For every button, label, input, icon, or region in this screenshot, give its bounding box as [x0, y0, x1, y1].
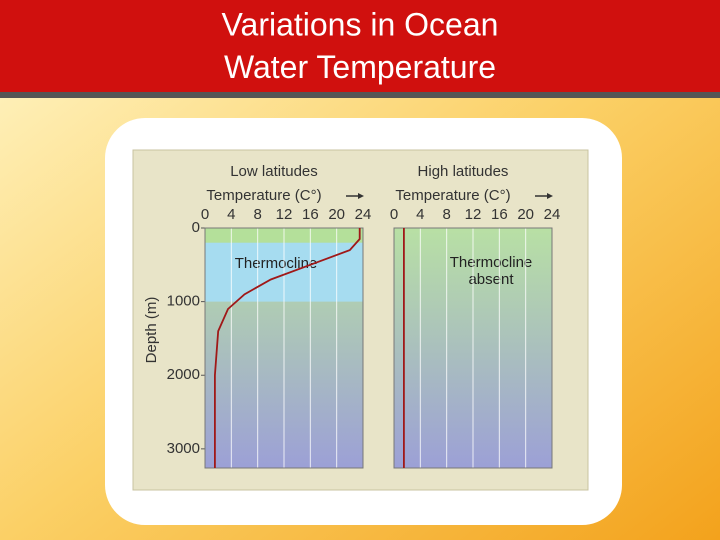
x-tick-label: 0 — [201, 206, 209, 223]
x-tick-label: 20 — [328, 206, 345, 223]
y-tick-label: 3000 — [167, 440, 200, 457]
panel-title: High latitudes — [418, 163, 509, 180]
x-tick-label: 0 — [390, 206, 398, 223]
plot-frame — [393, 227, 553, 469]
header-rule — [0, 92, 720, 98]
y-tick-label: 2000 — [167, 366, 200, 383]
plot-frame — [204, 227, 364, 469]
x-tick-label: 24 — [544, 206, 561, 223]
x-tick-label: 12 — [465, 206, 482, 223]
x-tick-label: 24 — [355, 206, 372, 223]
axis-arrowhead — [358, 193, 364, 199]
y-tick-label: 1000 — [167, 293, 200, 310]
x-axis-label: Temperature (C°) — [395, 187, 510, 204]
y-tick-label: 0 — [192, 219, 200, 236]
axis-arrowhead — [547, 193, 553, 199]
x-tick-label: 4 — [416, 206, 424, 223]
x-tick-label: 4 — [227, 206, 235, 223]
x-tick-label: 16 — [491, 206, 508, 223]
x-tick-label: 8 — [253, 206, 261, 223]
x-tick-label: 20 — [517, 206, 534, 223]
x-axis-label: Temperature (C°) — [206, 187, 321, 204]
plot-area: Thermocline 0 4 8 12 16 20 24 0 1000 2000 3000 Low l… — [143, 163, 561, 469]
x-tick-label: 12 — [276, 206, 293, 223]
x-tick-label: 16 — [302, 206, 319, 223]
y-axis-label: Depth (m) — [143, 297, 160, 364]
band-label: Thermocline — [235, 255, 318, 272]
panel-title: Low latitudes — [230, 163, 318, 180]
x-tick-label: 8 — [442, 206, 450, 223]
temperature-line — [214, 228, 361, 468]
header-bar — [0, 0, 720, 92]
